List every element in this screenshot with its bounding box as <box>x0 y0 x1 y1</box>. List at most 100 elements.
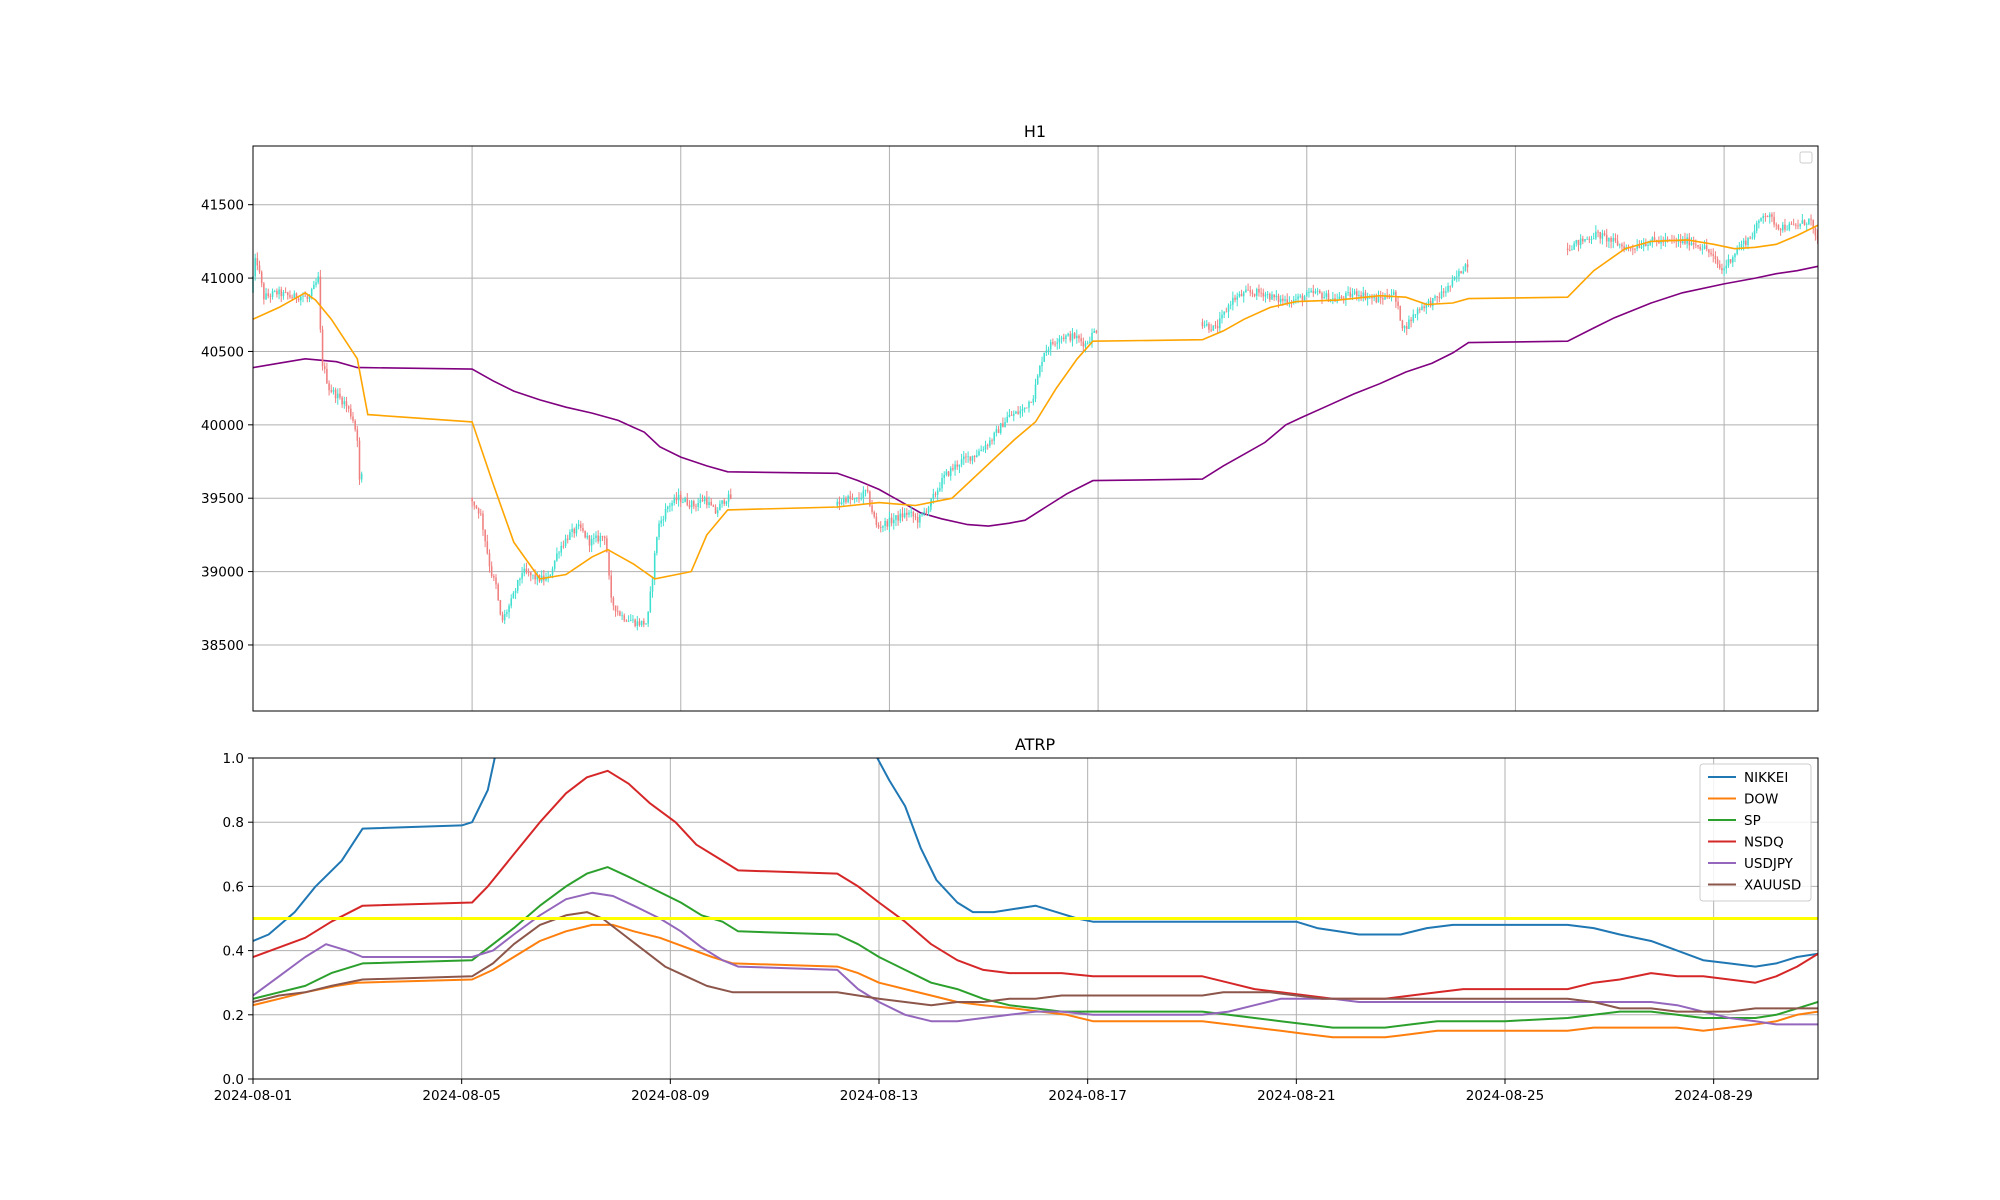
candle-body <box>952 468 954 470</box>
candle-body <box>495 577 497 585</box>
candle-body <box>1614 238 1617 241</box>
candle-body <box>1749 237 1751 239</box>
candle-body <box>1695 244 1697 246</box>
candle-body <box>1653 237 1656 240</box>
candle-body <box>1049 342 1052 350</box>
candle-body <box>895 515 897 520</box>
candle-body <box>490 566 493 577</box>
candle-body <box>1349 292 1352 297</box>
candle-body <box>679 494 682 503</box>
candle-body <box>323 366 326 369</box>
candle-body <box>1255 288 1258 296</box>
candle-body <box>638 621 641 626</box>
candle-body <box>634 619 636 627</box>
candle-body <box>1760 218 1762 221</box>
candle-body <box>943 474 945 478</box>
atrp-y-tick-label: 1.0 <box>223 751 244 767</box>
candle-body <box>1221 314 1223 319</box>
candle-body <box>967 456 969 458</box>
candle-body <box>849 496 852 500</box>
candle-body <box>899 513 902 521</box>
candle-body <box>1325 293 1328 297</box>
candle-body <box>1566 248 1569 251</box>
candle-body <box>1095 330 1098 333</box>
candle-body <box>1621 244 1623 247</box>
candle-body <box>727 494 730 502</box>
candle-body <box>1039 366 1041 376</box>
candle-body <box>1319 290 1321 294</box>
candle-body <box>582 527 584 531</box>
candle-body <box>1212 325 1215 331</box>
candle-body <box>1462 271 1465 274</box>
candle-body <box>858 497 860 499</box>
candle-body <box>1447 285 1449 292</box>
candle-body <box>619 611 621 616</box>
candle-body <box>1734 253 1736 258</box>
candle-body <box>508 605 510 613</box>
candle-body <box>336 393 339 399</box>
candle-body <box>986 445 989 447</box>
h1-y-axis: 38500 39000 39500 40000 40500 41000 41500 <box>201 198 253 654</box>
candle-body <box>840 502 843 505</box>
candle-body <box>1225 311 1228 313</box>
candle-body <box>510 598 513 606</box>
candle-body <box>1416 309 1419 315</box>
candle-body <box>1227 305 1230 312</box>
candle-body <box>1054 343 1056 345</box>
candle-body <box>847 496 849 503</box>
candle-body <box>965 456 967 458</box>
candle-body <box>525 568 528 573</box>
candle-body <box>684 498 686 502</box>
candle-body <box>978 451 980 456</box>
candle-body <box>556 553 558 561</box>
candle-body <box>1582 238 1584 242</box>
candle-body <box>960 459 963 465</box>
candle-body <box>1716 259 1719 265</box>
candle-body <box>1634 248 1636 250</box>
candle-body <box>1808 218 1810 225</box>
candle-body <box>1091 332 1093 342</box>
candle-body <box>1032 398 1035 403</box>
candle-body <box>971 455 974 461</box>
candle-body <box>1045 350 1048 353</box>
candle-body <box>260 271 263 284</box>
atrp-title: ATRP <box>1015 735 1056 754</box>
candle-body <box>1373 296 1375 299</box>
candle-body <box>677 494 680 501</box>
candle-body <box>1251 292 1254 294</box>
candle-body <box>551 568 554 576</box>
candle-body <box>1234 297 1236 300</box>
candle-body <box>1423 306 1425 309</box>
candle-body <box>1792 224 1795 226</box>
candle-body <box>1740 244 1743 249</box>
candle-body <box>1579 238 1582 246</box>
candle-body <box>1377 296 1380 303</box>
candle-body <box>1397 301 1399 306</box>
candle-body <box>1651 237 1654 243</box>
candle-body <box>291 297 293 299</box>
candle-body <box>354 420 356 430</box>
h1-candles-layer <box>252 211 1819 631</box>
atrp-series-xauusd <box>253 911 1818 1013</box>
candle-body <box>1586 238 1588 240</box>
candle-body <box>575 526 578 534</box>
candle-body <box>1464 264 1467 272</box>
atrp-x-tick-label: 2024-08-05 <box>422 1088 500 1104</box>
candle-body <box>1301 295 1304 301</box>
candle-body <box>326 368 328 384</box>
candle-body <box>1736 248 1738 254</box>
candle-body <box>1751 237 1754 239</box>
candle-body <box>276 290 278 295</box>
candle-body <box>1238 293 1241 297</box>
candle-body <box>1260 292 1262 294</box>
candle-body <box>1732 257 1734 263</box>
candle-body <box>993 432 995 441</box>
candle-body <box>936 490 939 495</box>
candle-body <box>629 620 632 622</box>
candle-body <box>1779 228 1782 231</box>
candle-body <box>1351 293 1354 297</box>
candle-body <box>627 620 630 622</box>
candle-body <box>845 498 847 503</box>
candle-body <box>1666 238 1669 240</box>
candle-body <box>1814 228 1817 236</box>
